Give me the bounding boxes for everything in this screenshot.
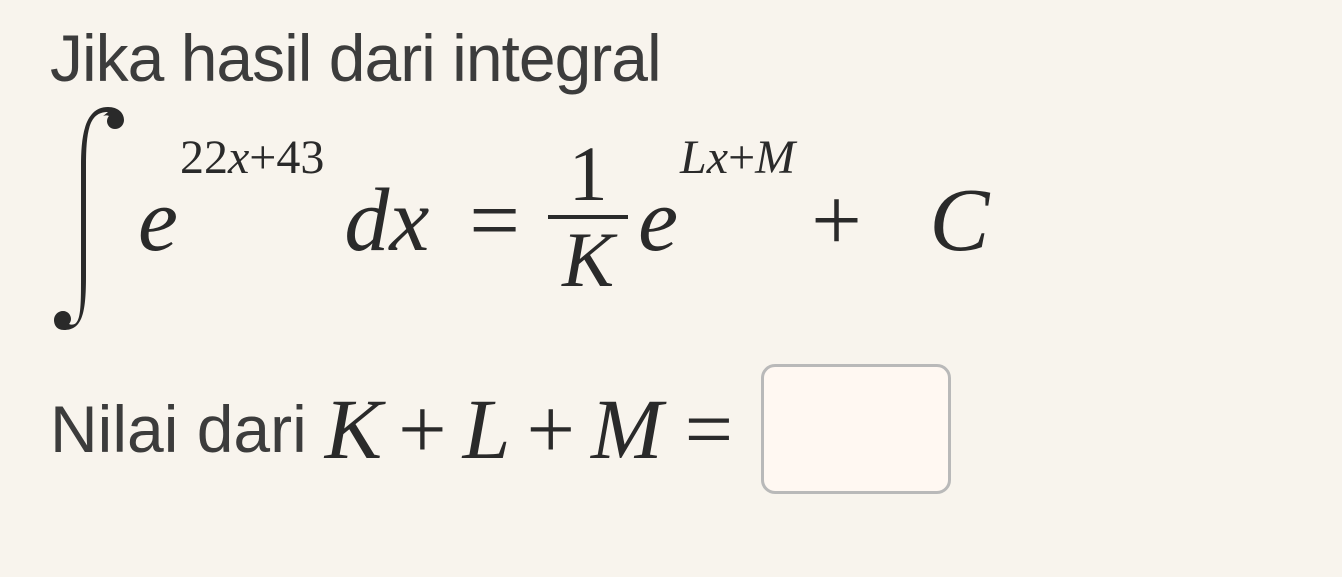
answer-expression: K + L + M = [325,379,755,479]
integral-icon [50,106,130,336]
integrand-exponent: 22x+43 [178,134,326,182]
integral-equation: e 22x+43 dx = 1 K e Lx+M + C [50,106,1312,336]
plus-C: + C [797,176,989,266]
answer-M: M [591,379,663,479]
rhs-exp-M: M [755,131,795,184]
rhs-e: e [638,176,678,266]
exp-plus: + [249,131,276,184]
constant-C: C [929,171,989,270]
question-heading: Jika hasil dari integral [50,20,1312,96]
fraction-denominator: K [548,219,628,301]
integrand: e 22x+43 [138,176,326,266]
fraction-numerator: 1 [555,133,622,215]
answer-equals: = [663,379,756,479]
answer-input[interactable] [761,364,951,494]
fraction-1-over-K: 1 K [548,133,628,301]
rhs-exponent: Lx+M [678,134,797,182]
exp-coef-22: 22 [180,131,228,184]
answer-L: L [463,379,511,479]
integrand-e: e [138,176,178,266]
rhs-exp-plus: + [728,131,755,184]
equals-sign: = [451,176,538,266]
rhs-plus: + [811,171,862,270]
exp-const-43: 43 [276,131,324,184]
answer-line: Nilai dari K + L + M = [50,364,1312,494]
answer-plus-1: + [382,379,463,479]
question-page: Jika hasil dari integral e 22x+43 dx = 1… [0,0,1342,577]
answer-plus-2: + [510,379,591,479]
rhs-e-term: e Lx+M [638,176,797,266]
answer-label: Nilai dari [50,391,307,467]
differential-dx: dx [326,176,451,266]
rhs-exp-x: x [707,131,728,184]
exp-var-x: x [228,131,249,184]
integral-symbol [50,106,130,336]
answer-K: K [325,379,382,479]
rhs-exp-L: L [680,131,707,184]
